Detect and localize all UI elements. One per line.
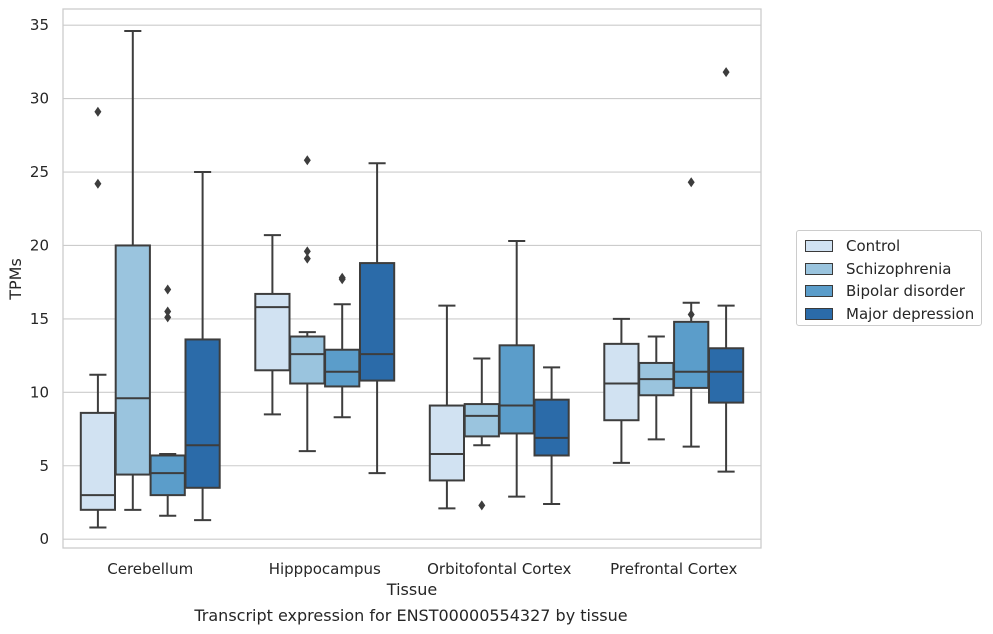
outlier-point xyxy=(164,312,172,323)
y-tick-label: 25 xyxy=(30,163,49,181)
y-tick-label: 10 xyxy=(30,383,49,401)
legend-label-bipolar-disorder: Bipolar disorder xyxy=(846,282,965,301)
outlier-point xyxy=(478,500,486,511)
y-tick-label: 20 xyxy=(30,236,49,254)
legend-swatch-control xyxy=(805,240,833,253)
outlier-point xyxy=(687,309,695,320)
x-tick-label: Hipppocampus xyxy=(269,560,381,578)
legend-swatch-schizophrenia xyxy=(805,262,833,275)
legend-item-bipolar-disorder: Bipolar disorder xyxy=(805,280,981,303)
legend-label-schizophrenia: Schizophrenia xyxy=(846,259,952,278)
box xyxy=(289,335,326,385)
y-tick-label: 5 xyxy=(39,457,49,475)
outlier-point xyxy=(687,177,695,188)
box xyxy=(114,244,151,476)
y-tick-labels: 0 5 10 15 20 25 30 35 xyxy=(30,16,49,548)
legend-swatch-major-depression xyxy=(805,307,833,320)
box xyxy=(498,344,535,435)
y-tick-label: 35 xyxy=(30,16,49,34)
outlier-point xyxy=(303,253,311,264)
x-tick-labels: Cerebellum Hipppocampus Orbitofontal Corte… xyxy=(107,560,737,578)
box xyxy=(184,338,221,489)
outlier-point xyxy=(303,155,311,166)
outlier-point xyxy=(164,306,172,317)
outlier-point xyxy=(94,106,102,117)
legend-item-control: Control xyxy=(805,235,981,258)
outlier-point xyxy=(94,178,102,189)
outlier-point xyxy=(164,284,172,295)
y-tick-label: 15 xyxy=(30,310,49,328)
x-tick-label: Prefrontal Cortex xyxy=(610,560,737,578)
legend-label-control: Control xyxy=(846,237,901,256)
box xyxy=(533,398,570,457)
outlier-point xyxy=(722,67,730,78)
legend-item-major-depression: Major depression xyxy=(805,303,981,326)
x-tick-label: Cerebellum xyxy=(107,560,193,578)
x-tick-label: Orbitofontal Cortex xyxy=(427,560,571,578)
box xyxy=(673,320,710,389)
legend-item-schizophrenia: Schizophrenia xyxy=(805,258,981,281)
box xyxy=(254,292,291,372)
box xyxy=(149,454,186,497)
legend: Control Schizophrenia Bipolar disorder M… xyxy=(796,230,982,326)
outlier-point xyxy=(338,272,346,283)
chart-caption: Transcript expression for ENST0000055432… xyxy=(194,606,628,625)
legend-swatch-bipolar-disorder xyxy=(805,285,833,298)
box xyxy=(358,262,396,382)
legend-label-major-depression: Major depression xyxy=(846,304,975,323)
y-tick-label: 0 xyxy=(39,530,49,548)
outlier-point xyxy=(303,246,311,257)
box xyxy=(428,404,466,482)
y-tick-label: 30 xyxy=(30,90,49,108)
box-series xyxy=(79,30,745,529)
box xyxy=(707,347,745,404)
x-axis-label: Tissue xyxy=(386,580,437,599)
box xyxy=(603,342,640,422)
box xyxy=(324,348,361,388)
y-axis-label: TPMs xyxy=(6,258,25,301)
box xyxy=(463,403,500,438)
box xyxy=(79,411,117,511)
